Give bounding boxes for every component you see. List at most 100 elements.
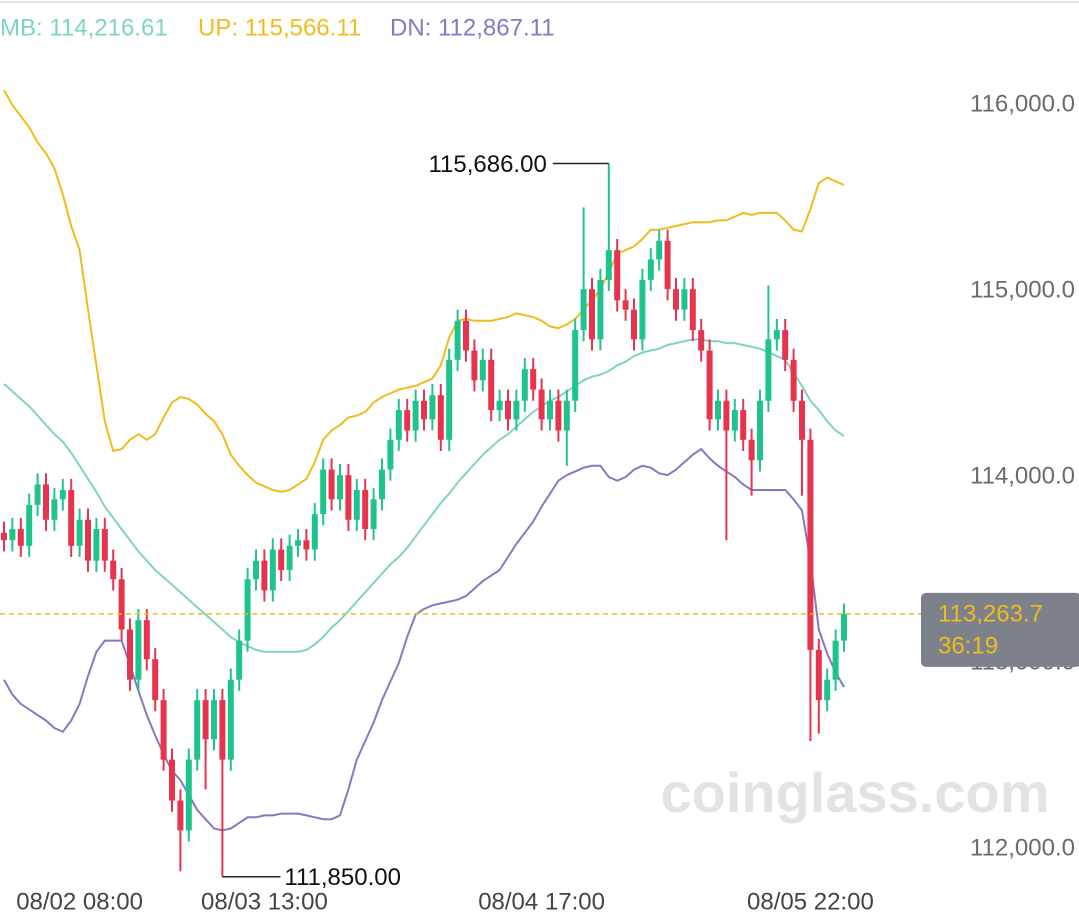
candle-body [479,359,486,381]
candle-body [76,519,83,546]
x-tick-label: 08/04 17:00 [478,888,605,914]
candle-body [521,369,528,401]
candle-body [790,359,797,401]
candle-body [538,389,545,420]
candle-body [143,620,150,660]
candle-body [59,490,66,500]
legend-entry: DN: 112,867.11 [390,14,555,41]
candle-body [211,700,217,740]
candle-body [757,400,763,461]
candle-body [446,359,453,440]
candle-body [824,679,831,701]
candle-body [127,629,133,680]
candle-body [1,532,7,541]
candle-body [429,395,436,420]
candle-body [320,469,327,515]
candle-body [404,410,411,431]
candle-body [496,400,503,411]
candle-body [471,350,478,381]
candle-body [681,289,688,310]
candle-body [807,439,814,650]
candle-body [454,320,461,360]
candle-body [622,300,629,310]
candle-body [597,279,604,340]
candle-body [740,410,747,440]
band-line [3,447,845,832]
watermark: coinglass.com [660,761,1049,824]
candle-body [185,759,192,831]
candle-body [782,330,789,360]
candle-body [647,259,654,280]
candle-body [110,560,117,580]
candle-body [295,540,301,546]
candle-body [337,475,343,500]
candle-body [43,484,49,520]
candle-body [437,395,444,440]
candle-body [639,279,646,340]
candle-body [715,400,721,420]
candle-body [85,519,91,561]
candle-body [379,469,385,500]
y-tick-label: 116,000.0 [970,90,1075,117]
candle-body [631,309,637,340]
candle-body [34,484,41,505]
candle-body [815,649,822,701]
candle-body [169,759,175,801]
candle-body [26,504,33,546]
candle-body [135,620,142,680]
candle-body [395,410,402,440]
candle-body [261,560,268,591]
candle-body [614,250,621,301]
candle-body [51,499,58,520]
candle-body [370,499,377,530]
candle-body [731,410,738,431]
candle-body [841,613,847,641]
candle-body [656,240,663,260]
candle-body [244,579,251,641]
candle-body [269,549,276,591]
y-tick-label: 115,000.0 [970,276,1075,303]
candle-body [421,400,427,420]
candle-body [555,400,562,431]
candle-body [572,330,579,401]
candle-body [513,400,520,420]
min-label: 111,850.00 [284,864,401,891]
candle-body [488,359,495,411]
candle-body [194,700,201,760]
candle-body [227,679,234,760]
candle-body [93,529,100,561]
candle-body [353,490,360,520]
candle-body [118,579,125,630]
candle-body [345,475,352,520]
max-label: 115,686.00 [428,151,546,178]
candle-body [236,640,243,680]
x-tick-label: 08/03 13:00 [201,888,328,914]
candle-body [177,800,184,831]
candle-body [463,320,469,351]
candle-body [505,400,511,420]
y-tick-label: 114,000.0 [970,462,1075,489]
candle-body [723,400,730,431]
candle-body [765,339,772,401]
candle-body [706,350,713,420]
candle-body [311,514,318,550]
candle-body [412,400,419,431]
candle-body [253,560,259,580]
x-tick-label: 08/02 08:00 [16,888,143,914]
candle-body [773,330,780,340]
candle-body [673,289,679,310]
candle-body [68,490,75,546]
candle-body [664,240,671,290]
candle-body [589,289,595,340]
price-tag [921,592,1079,667]
candle-body [362,490,369,530]
candle-body [580,289,587,331]
candle-body [152,659,159,701]
candle-body [698,330,705,351]
band-line [3,89,845,493]
candle-body [832,640,839,680]
candle-body [286,545,293,570]
candle-body [748,439,755,461]
